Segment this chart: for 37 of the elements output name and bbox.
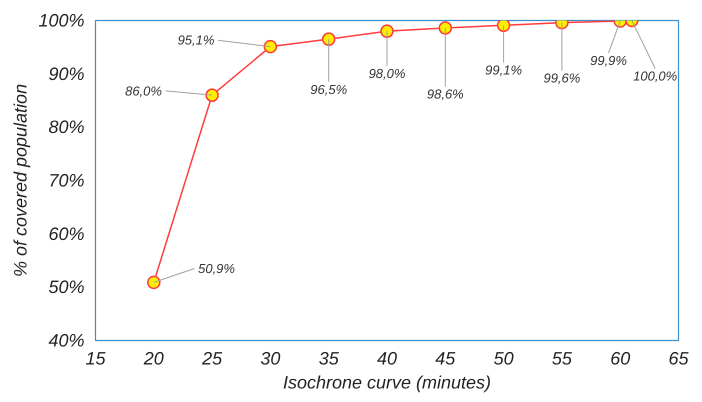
data-label: 99,6% <box>543 70 580 86</box>
data-label: 95,1% <box>178 32 214 48</box>
x-tick-label: 45 <box>435 348 456 368</box>
x-tick-label: 20 <box>142 348 164 368</box>
y-tick-label: 50% <box>48 277 85 298</box>
data-label: 96,5% <box>310 82 348 97</box>
x-tick-label: 60 <box>610 348 630 368</box>
x-tick-label: 15 <box>85 348 106 368</box>
y-tick-label: 100% <box>38 10 85 30</box>
data-label: 98,0% <box>368 66 406 81</box>
point <box>205 88 219 102</box>
data-label: 100,0% <box>633 68 678 84</box>
x-tick-label: 50 <box>494 348 514 368</box>
y-tick-label: 80% <box>48 117 85 138</box>
data-label: 99,1% <box>485 62 522 78</box>
y-tick-label: 60% <box>48 224 85 244</box>
x-axis-title: Isochrone curve (minutes) <box>282 372 492 392</box>
x-tick-label: 35 <box>318 348 340 368</box>
data-label: 98,6% <box>426 86 464 102</box>
point <box>438 21 452 35</box>
y-axis-title: % of covered population <box>10 84 30 278</box>
point <box>264 40 278 54</box>
data-label: 50,9% <box>198 261 235 276</box>
x-tick-label: 25 <box>201 348 224 368</box>
y-tick-label: 70% <box>48 170 85 190</box>
y-tick-label: 90% <box>48 64 85 84</box>
x-tick-label: 30 <box>260 348 280 368</box>
point <box>147 276 161 290</box>
data-label: 86,0% <box>125 83 162 98</box>
x-tick-label: 40 <box>376 348 398 368</box>
x-tick-label: 55 <box>552 348 573 368</box>
point <box>322 32 336 46</box>
point <box>496 20 510 32</box>
y-tick-label: 40% <box>48 330 85 350</box>
data-label: 99,9% <box>590 53 627 68</box>
x-tick-label: 65 <box>668 348 690 368</box>
point <box>380 24 394 38</box>
